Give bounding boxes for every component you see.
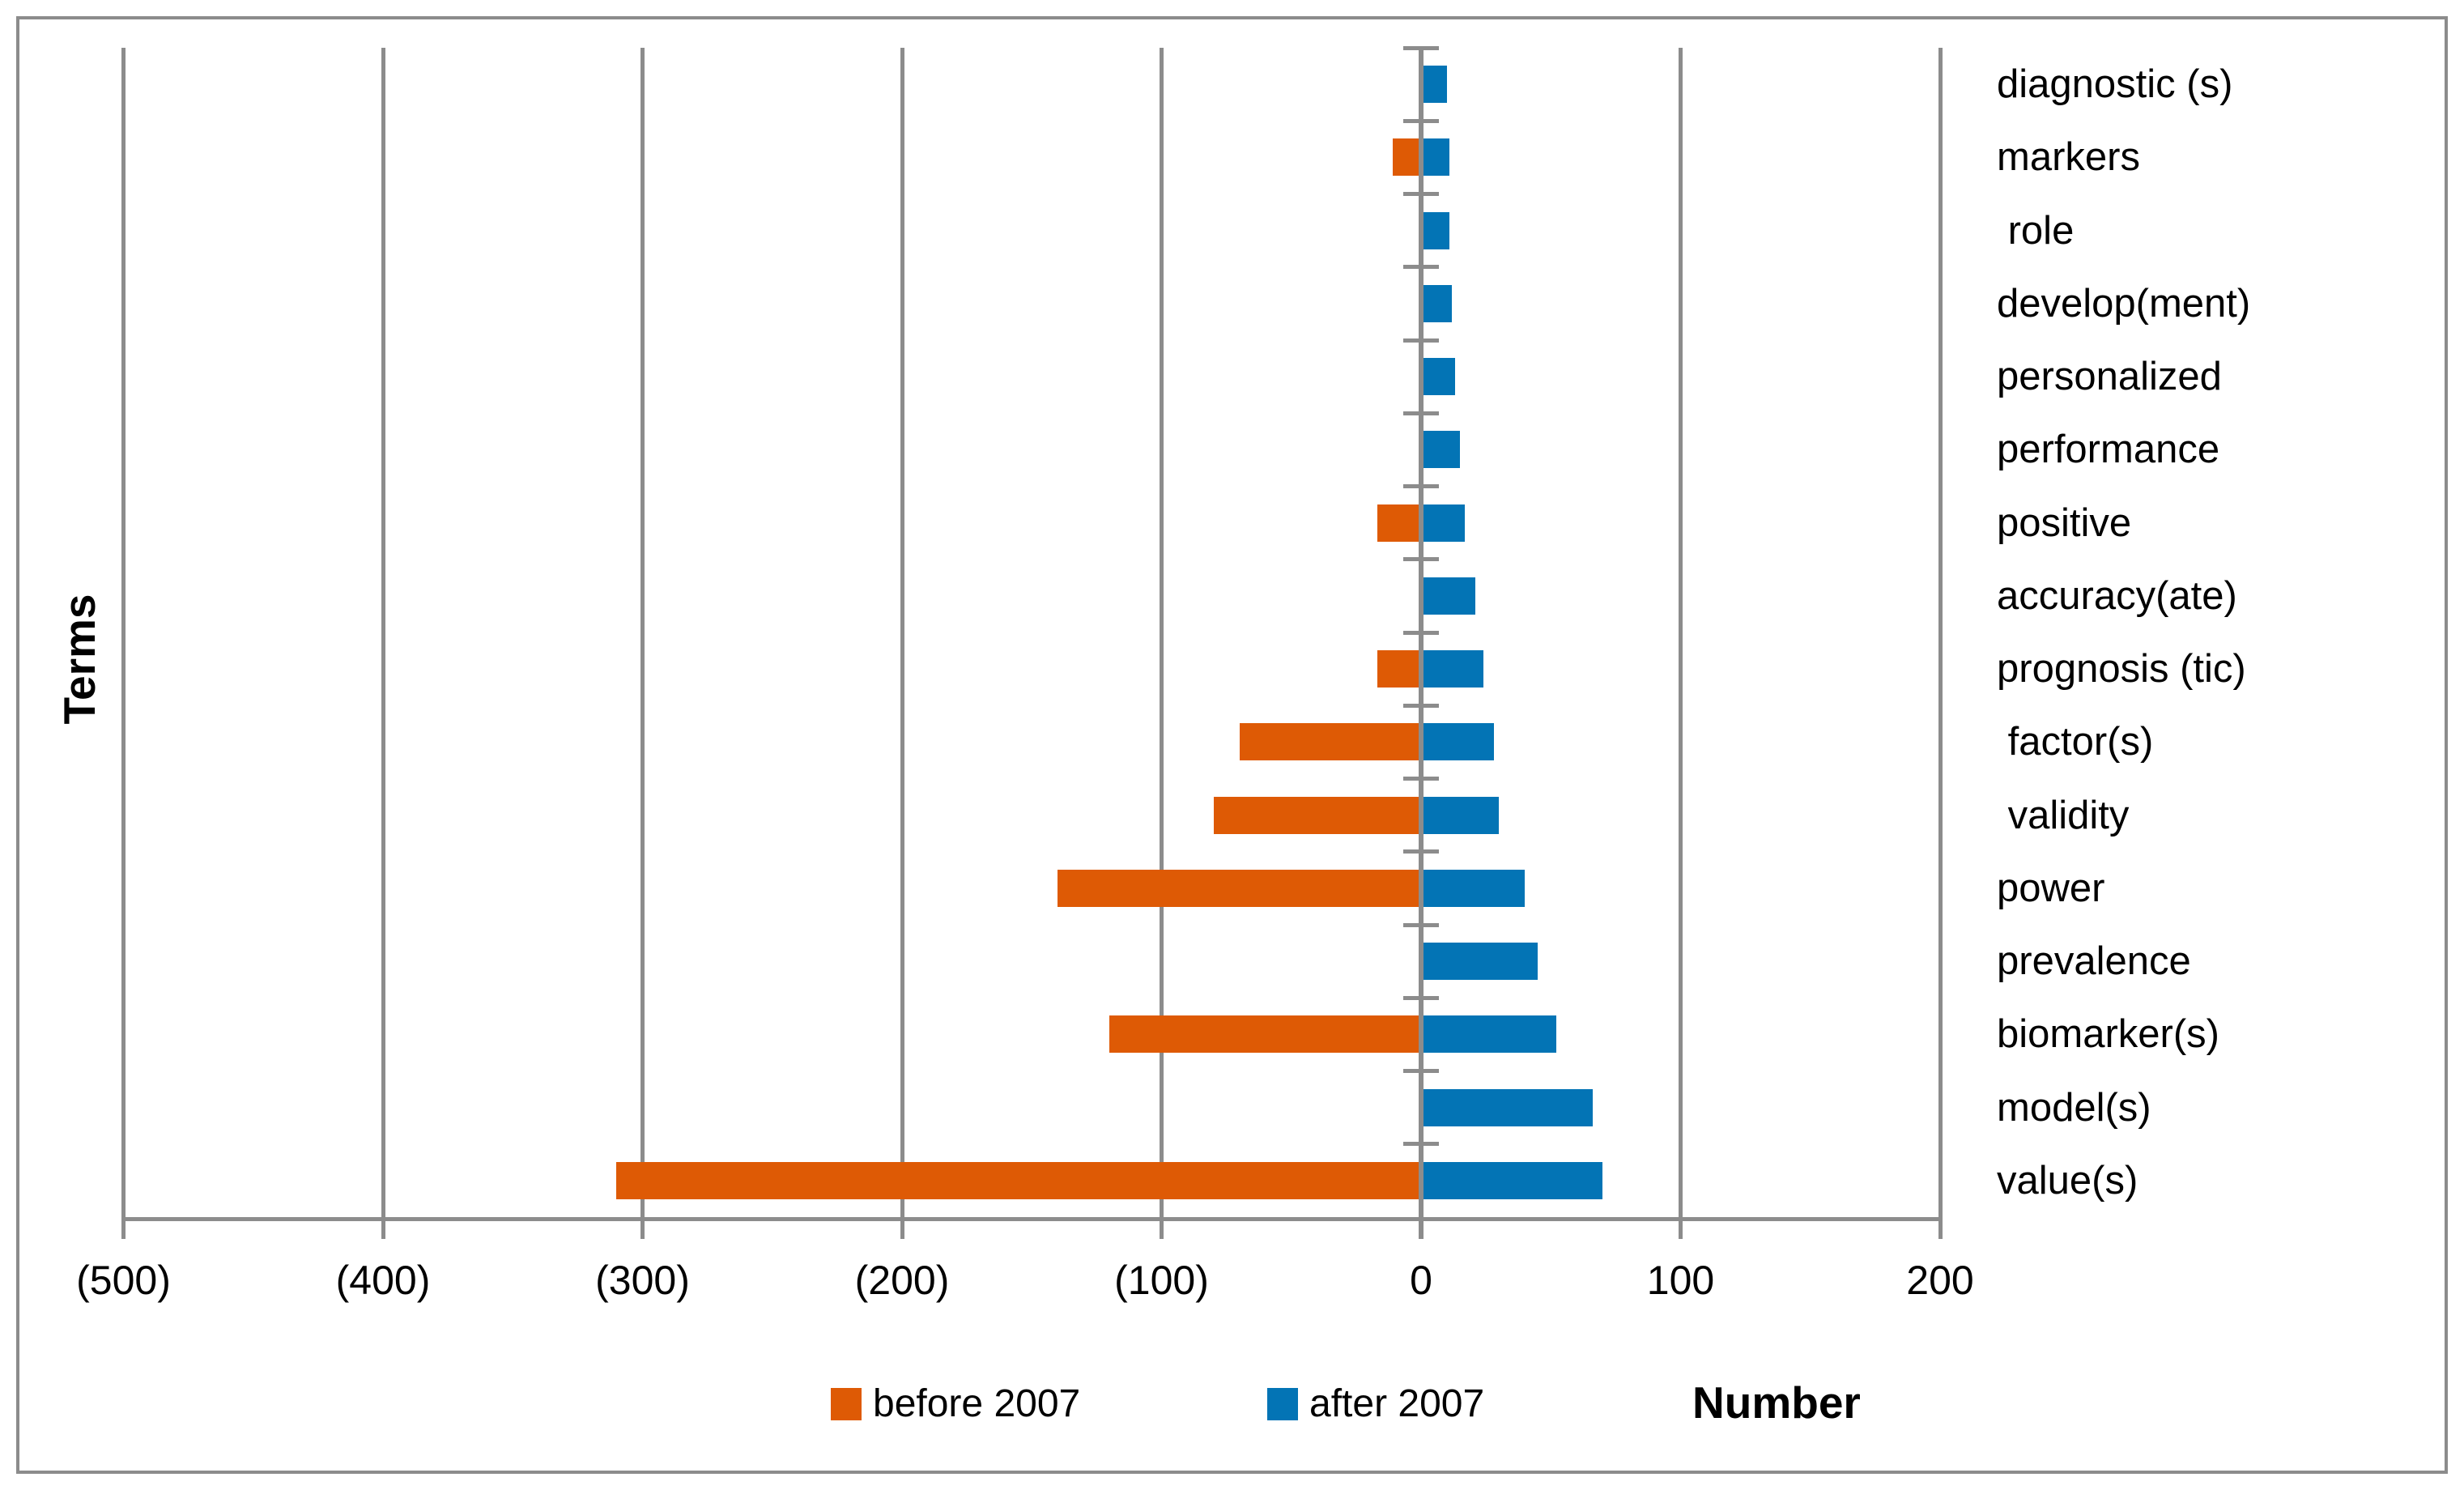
bar-after-2007	[1421, 211, 1450, 249]
bar-before-2007	[616, 1161, 1421, 1199]
category-label: develop(ment)	[1997, 281, 2251, 326]
legend-label: before 2007	[873, 1382, 1081, 1425]
bar-after-2007	[1421, 1161, 1603, 1199]
bar-after-2007	[1421, 431, 1461, 469]
y-axis-title: Terms	[54, 594, 104, 725]
x-tick-label: 0	[1410, 1258, 1432, 1303]
category-label: markers	[1997, 135, 2140, 180]
bar-after-2007	[1421, 1015, 1556, 1054]
bar-before-2007	[1392, 138, 1421, 177]
legend-swatch	[1267, 1387, 1298, 1420]
legend-item-before-2007: before 2007	[831, 1381, 1080, 1426]
x-axis-line	[121, 1217, 1943, 1221]
bar-before-2007	[1377, 504, 1421, 542]
x-tick-label: 200	[1906, 1258, 1974, 1303]
gridline-100	[1679, 48, 1683, 1239]
category-label: prevalence	[1997, 939, 2191, 984]
gridline-(200)	[900, 48, 904, 1239]
x-tick-label: (400)	[335, 1258, 431, 1303]
gridline-(400)	[381, 48, 385, 1239]
bar-before-2007	[1109, 1015, 1421, 1054]
bar-after-2007	[1421, 943, 1538, 981]
category-label: personalized	[1997, 355, 2222, 399]
category-label: biomarker(s)	[1997, 1012, 2219, 1057]
x-tick-label: (200)	[854, 1258, 950, 1303]
x-tick-label: (500)	[76, 1258, 171, 1303]
gridline-(100)	[1160, 48, 1164, 1239]
legend-item-after-2007: after 2007	[1267, 1381, 1484, 1426]
bar-after-2007	[1421, 869, 1526, 907]
category-label: validity	[1997, 793, 2130, 837]
bar-before-2007	[1239, 723, 1421, 761]
bar-after-2007	[1421, 796, 1500, 834]
bar-after-2007	[1421, 723, 1494, 761]
category-label: accuracy(ate)	[1997, 573, 2237, 618]
category-label: factor(s)	[1997, 720, 2154, 764]
bar-after-2007	[1421, 138, 1450, 177]
legend-label: after 2007	[1309, 1382, 1485, 1425]
category-label: diagnostic (s)	[1997, 62, 2233, 107]
bar-after-2007	[1421, 358, 1455, 396]
gridline-200	[1938, 48, 1943, 1239]
x-tick-label: 100	[1646, 1258, 1715, 1303]
category-label: model(s)	[1997, 1085, 2151, 1130]
category-label: value(s)	[1997, 1158, 2138, 1203]
bar-before-2007	[1058, 869, 1421, 907]
figure-border	[16, 16, 2448, 1474]
gridline-(300)	[640, 48, 645, 1239]
x-axis-title: Number	[1692, 1377, 1861, 1428]
category-label: prognosis (tic)	[1997, 647, 2246, 692]
category-label: role	[1997, 208, 2075, 253]
zero-axis-line	[1419, 48, 1424, 1239]
bar-after-2007	[1421, 577, 1476, 615]
x-tick-label: (100)	[1114, 1258, 1209, 1303]
category-label: performance	[1997, 428, 2220, 472]
bar-before-2007	[1213, 796, 1421, 834]
gridline-(500)	[121, 48, 126, 1239]
bar-after-2007	[1421, 1088, 1593, 1126]
bar-after-2007	[1421, 66, 1448, 104]
bar-after-2007	[1421, 284, 1453, 322]
legend-swatch	[831, 1387, 862, 1420]
bar-after-2007	[1421, 504, 1466, 542]
bar-before-2007	[1377, 650, 1421, 688]
bar-after-2007	[1421, 650, 1483, 688]
category-label: positive	[1997, 500, 2132, 545]
x-tick-label: (300)	[595, 1258, 690, 1303]
category-label: power	[1997, 866, 2105, 910]
